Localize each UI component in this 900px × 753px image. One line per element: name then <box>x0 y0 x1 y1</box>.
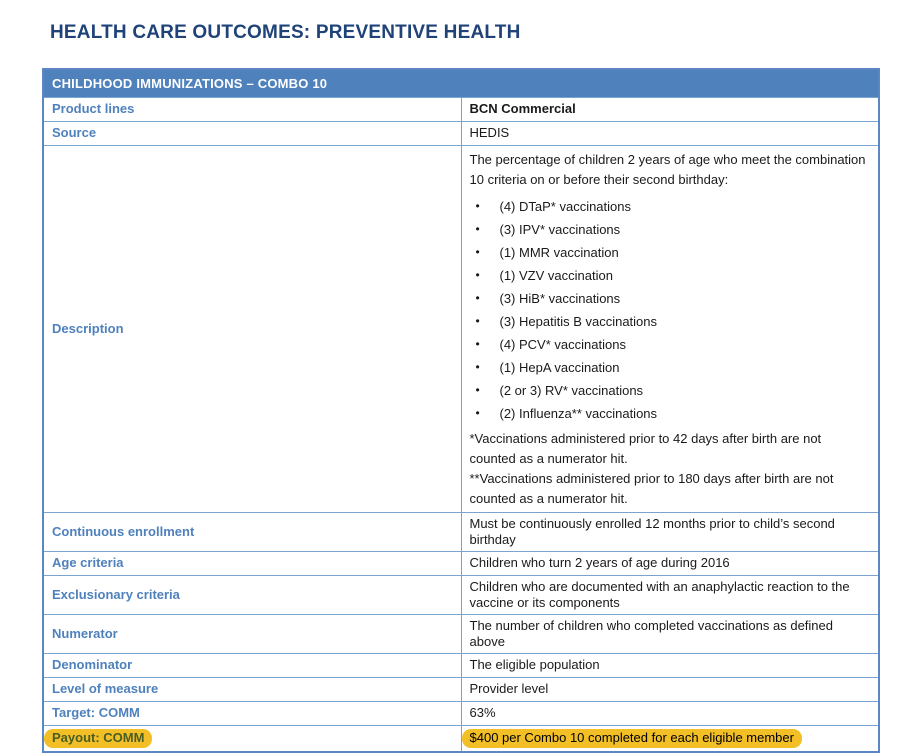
document-page: HEALTH CARE OUTCOMES: PREVENTIVE HEALTH … <box>42 22 880 753</box>
list-item: • (4) DTaP* vaccinations <box>470 197 871 216</box>
highlighted-value: $400 per Combo 10 completed for each eli… <box>461 728 802 748</box>
bullet-icon: • <box>475 336 480 351</box>
list-item-text: (3) IPV* vaccinations <box>499 221 621 237</box>
row-label: Numerator <box>42 613 462 654</box>
table-row-description: Description The percentage of children 2… <box>42 144 880 513</box>
row-label: Denominator <box>42 652 462 678</box>
table-header: CHILDHOOD IMMUNIZATIONS – COMBO 10 <box>42 68 880 98</box>
list-item: • (1) MMR vaccination <box>470 243 871 262</box>
table-row-age-criteria: Age criteria Children who turn 2 years o… <box>42 550 880 576</box>
list-item: • (3) IPV* vaccinations <box>470 220 871 239</box>
row-value: Must be continuously enrolled 12 months … <box>460 511 880 552</box>
list-item: • (3) HiB* vaccinations <box>470 289 871 308</box>
description-cell: The percentage of children 2 years of ag… <box>460 144 880 513</box>
bullet-icon: • <box>475 313 480 328</box>
vaccination-bullet-list: • (4) DTaP* vaccinations • (3) IPV* vaccin… <box>470 197 871 423</box>
row-label: Level of measure <box>42 676 462 702</box>
list-item: • (1) HepA vaccination <box>470 358 871 377</box>
description-intro: The percentage of children 2 years of ag… <box>469 151 866 187</box>
bullet-icon: • <box>475 359 480 374</box>
list-item-text: (2) Influenza** vaccinations <box>499 405 658 421</box>
row-value: HEDIS <box>460 120 880 146</box>
bullet-icon: • <box>475 382 480 397</box>
highlighted-label: Payout: COMM <box>44 728 153 748</box>
bullet-icon: • <box>475 290 480 305</box>
table-row-source: Source HEDIS <box>42 120 880 146</box>
table-row-exclusionary-criteria: Exclusionary criteria Children who are d… <box>42 574 880 615</box>
table-row-denominator: Denominator The eligible population <box>42 652 880 678</box>
table-header-row: CHILDHOOD IMMUNIZATIONS – COMBO 10 <box>42 68 880 98</box>
row-label: Payout: COMM <box>42 724 462 752</box>
row-label: Target: COMM <box>42 700 462 726</box>
measure-table: CHILDHOOD IMMUNIZATIONS – COMBO 10 Produ… <box>42 68 880 753</box>
bullet-icon: • <box>475 405 480 420</box>
row-value: Provider level <box>460 676 880 702</box>
bullet-icon: • <box>475 221 480 236</box>
table-row-payout-comm: Payout: COMM $400 per Combo 10 completed… <box>42 724 880 752</box>
list-item: • (2) Influenza** vaccinations <box>470 404 871 423</box>
row-value: The number of children who completed vac… <box>460 613 880 654</box>
list-item-text: (4) PCV* vaccinations <box>499 336 626 352</box>
bullet-icon: • <box>475 267 480 282</box>
list-item-text: (4) DTaP* vaccinations <box>499 198 632 214</box>
row-value: 63% <box>460 700 880 726</box>
row-value: Children who turn 2 years of age during … <box>460 550 880 576</box>
row-value: $400 per Combo 10 completed for each eli… <box>460 724 880 752</box>
list-item-text: (1) MMR vaccination <box>499 244 619 260</box>
list-item: • (3) Hepatitis B vaccinations <box>470 312 871 331</box>
row-label: Description <box>42 144 462 513</box>
row-value: The eligible population <box>460 652 880 678</box>
list-item-text: (2 or 3) RV* vaccinations <box>499 382 644 398</box>
row-label: Exclusionary criteria <box>42 574 462 615</box>
page-title: HEALTH CARE OUTCOMES: PREVENTIVE HEALTH <box>50 22 521 43</box>
list-item-text: (3) Hepatitis B vaccinations <box>499 313 658 329</box>
table-row-level-of-measure: Level of measure Provider level <box>42 676 880 702</box>
row-label: Source <box>42 120 462 146</box>
table-row-numerator: Numerator The number of children who com… <box>42 613 880 654</box>
list-item-text: (1) VZV vaccination <box>499 267 613 283</box>
table-row-continuous-enrollment: Continuous enrollment Must be continuous… <box>42 511 880 552</box>
list-item-text: (1) HepA vaccination <box>499 359 620 375</box>
list-item-text: (3) HiB* vaccinations <box>499 290 621 306</box>
list-item: • (2 or 3) RV* vaccinations <box>470 381 871 400</box>
row-label: Continuous enrollment <box>42 511 462 552</box>
table-row-target-comm: Target: COMM 63% <box>42 700 880 726</box>
bullet-icon: • <box>475 244 480 259</box>
footnote-180-days: **Vaccinations administered prior to 180… <box>469 470 834 506</box>
list-item: • (1) VZV vaccination <box>470 266 871 285</box>
list-item: • (4) PCV* vaccinations <box>470 335 871 354</box>
row-value: Children who are documented with an anap… <box>460 574 880 615</box>
row-label: Product lines <box>42 96 462 122</box>
row-value: BCN Commercial <box>460 96 880 122</box>
table-row-product-lines: Product lines BCN Commercial <box>42 96 880 122</box>
row-label: Age criteria <box>42 550 462 576</box>
footnote-42-days: *Vaccinations administered prior to 42 d… <box>469 430 822 466</box>
bullet-icon: • <box>475 198 480 213</box>
